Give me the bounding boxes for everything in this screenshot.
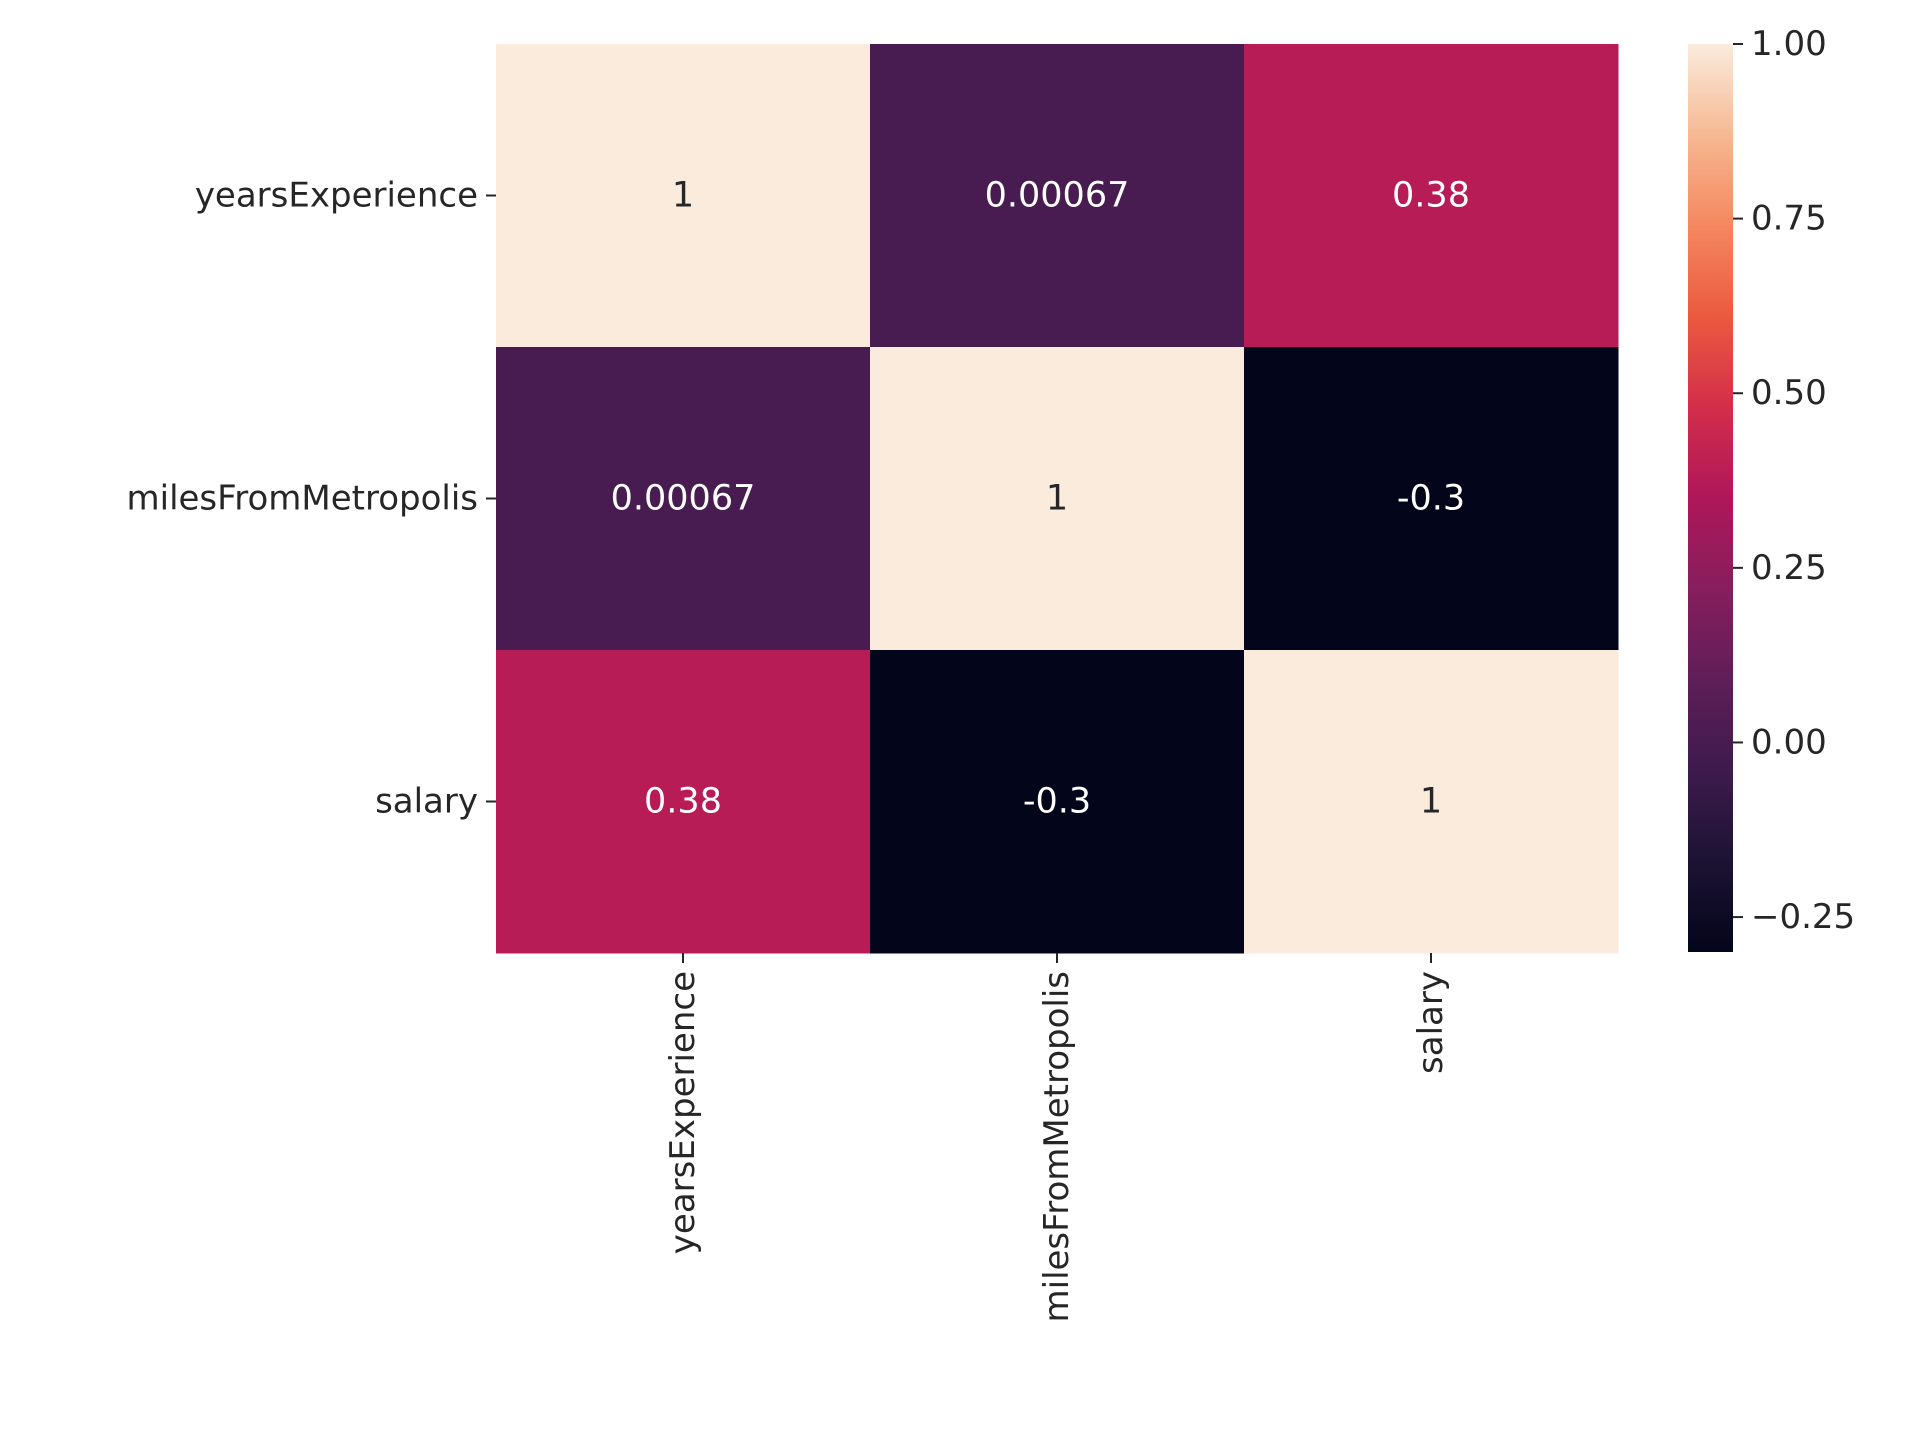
heatmap-cell-r1-c0 xyxy=(496,347,871,651)
cell-value-label: 1 xyxy=(672,176,694,216)
colorbar-gradient xyxy=(1688,44,1733,952)
cell-value-label: 0.38 xyxy=(644,782,722,822)
colorbar-tick-label: 1.00 xyxy=(1751,24,1827,64)
y-tick-label: yearsExperience xyxy=(195,176,478,216)
cell-value-label: 0.00067 xyxy=(985,176,1130,216)
colorbar-tick-label: 0.50 xyxy=(1751,373,1827,413)
heatmap-cell-r0-c0 xyxy=(496,44,871,348)
x-tick-label: salary xyxy=(1411,971,1451,1074)
heatmap-cell-r0-c1 xyxy=(870,44,1245,348)
heatmap-annotations: 1 0.00067 0.38 0.00067 1 -0.3 0.38 -0.3 1 xyxy=(611,176,1470,822)
cell-value-label: -0.3 xyxy=(1023,782,1091,822)
y-tick-label: milesFromMetropolis xyxy=(127,479,479,519)
x-tick-label: yearsExperience xyxy=(663,971,703,1254)
cell-value-label: -0.3 xyxy=(1397,479,1465,519)
heatmap-cell-r1-c1 xyxy=(870,347,1245,651)
heatmap-cell-r2-c0 xyxy=(496,650,871,954)
cell-value-label: 0.00067 xyxy=(611,479,756,519)
y-tick-label: salary xyxy=(375,782,478,822)
cell-value-label: 0.38 xyxy=(1392,176,1470,216)
colorbar-tick-label: −0.25 xyxy=(1751,897,1855,937)
heatmap-cell-r0-c2 xyxy=(1244,44,1619,348)
heatmap-cell-r2-c1 xyxy=(870,650,1245,954)
colorbar-tick-label: 0.00 xyxy=(1751,722,1827,762)
heatmap-cell-r2-c2 xyxy=(1244,650,1619,954)
colorbar: 1.00 0.75 0.50 0.25 0.00 −0.25 xyxy=(1688,24,1855,952)
cell-value-label: 1 xyxy=(1046,479,1068,519)
y-axis: yearsExperience milesFromMetropolis salary xyxy=(127,176,496,822)
x-axis: yearsExperience milesFromMetropolis salary xyxy=(663,953,1451,1323)
heatmap-cells xyxy=(496,44,1619,954)
colorbar-tick-label: 0.25 xyxy=(1751,548,1827,588)
cell-value-label: 1 xyxy=(1420,782,1442,822)
heatmap-cell-r1-c2 xyxy=(1244,347,1619,651)
colorbar-tick-label: 0.75 xyxy=(1751,199,1827,239)
x-tick-label: milesFromMetropolis xyxy=(1037,971,1077,1323)
